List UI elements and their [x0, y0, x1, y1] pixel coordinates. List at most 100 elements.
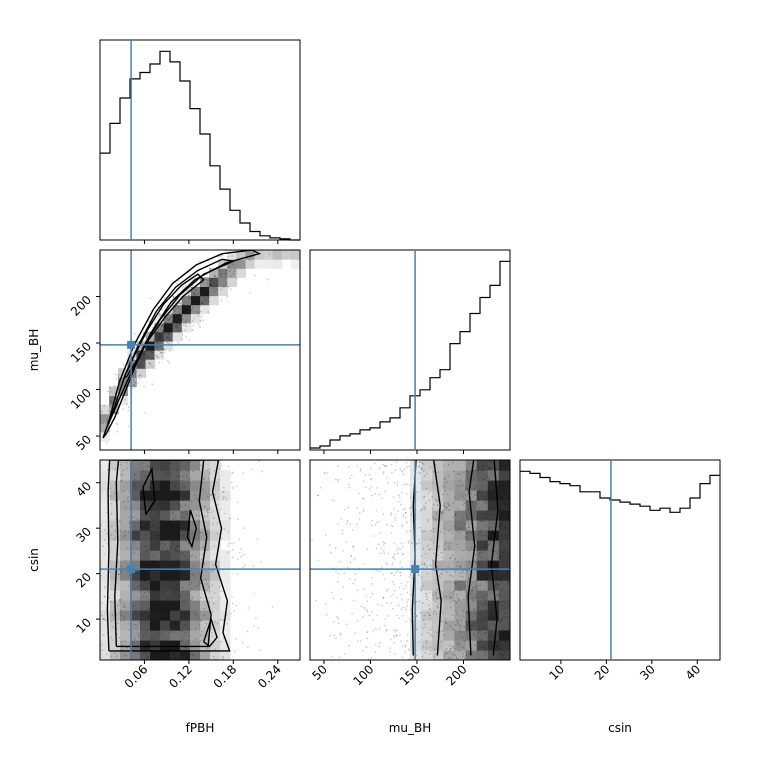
scatter-point — [114, 652, 116, 654]
scatter-point — [137, 651, 140, 653]
scatter-point — [150, 550, 153, 552]
scatter-point — [426, 598, 428, 601]
scatter-point — [181, 315, 183, 317]
scatter-point — [433, 657, 436, 659]
scatter-point — [162, 484, 165, 486]
scatter-point — [493, 616, 495, 618]
scatter-point — [195, 638, 197, 640]
scatter-point — [379, 552, 382, 555]
scatter-point — [441, 511, 444, 513]
scatter-point — [347, 566, 349, 569]
scatter-point — [440, 552, 442, 554]
scatter-point — [171, 642, 173, 644]
scatter-point — [458, 572, 461, 574]
scatter-point — [401, 470, 404, 473]
density-cell — [127, 359, 137, 369]
scatter-point — [143, 385, 145, 388]
scatter-point — [464, 626, 466, 628]
density-cell — [454, 590, 467, 601]
scatter-point — [382, 597, 385, 599]
density-cell — [476, 650, 489, 660]
density-cell — [145, 340, 156, 351]
scatter-point — [158, 335, 161, 338]
scatter-point — [156, 633, 159, 635]
scatter-point — [233, 650, 236, 653]
scatter-point — [161, 609, 163, 612]
density-cell — [140, 460, 151, 471]
density-cell — [180, 600, 191, 611]
scatter-point — [381, 497, 384, 499]
truth-marker — [411, 565, 420, 574]
scatter-point — [140, 484, 143, 487]
scatter-point — [458, 531, 460, 534]
scatter-point — [187, 294, 190, 297]
scatter-point — [176, 293, 179, 295]
scatter-point — [170, 601, 173, 603]
scatter-point — [447, 475, 450, 478]
density-cell — [172, 313, 183, 324]
scatter-point — [224, 512, 226, 515]
scatter-point — [348, 484, 350, 486]
density-cell — [120, 620, 131, 631]
scatter-point — [360, 640, 362, 642]
scatter-point — [478, 643, 480, 645]
scatter-point — [484, 631, 487, 634]
scatter-point — [456, 619, 459, 621]
scatter-point — [191, 309, 193, 312]
scatter-point — [488, 478, 490, 480]
scatter-point — [199, 620, 201, 623]
scatter-point — [178, 629, 181, 632]
scatter-point — [465, 531, 468, 533]
scatter-point — [507, 533, 510, 535]
scatter-point — [489, 466, 492, 469]
scatter-point — [390, 532, 393, 534]
density-cell — [498, 530, 510, 541]
density-cell — [421, 510, 433, 521]
scatter-point — [475, 494, 478, 496]
truth-marker — [127, 565, 136, 574]
scatter-point — [165, 322, 167, 324]
scatter-point — [179, 534, 181, 536]
density-cell — [180, 560, 191, 571]
scatter-point — [207, 495, 209, 498]
scatter-point — [166, 331, 168, 333]
scatter-point — [103, 595, 106, 598]
scatter-point — [452, 646, 455, 648]
y-axis-title-mu-bh: mu_BH — [27, 329, 41, 372]
density-cell — [443, 580, 455, 591]
scatter-point — [168, 318, 170, 321]
density-cell — [100, 610, 111, 621]
scatter-point — [401, 645, 404, 648]
scatter-point — [486, 581, 488, 583]
scatter-point — [157, 614, 159, 616]
scatter-point — [139, 621, 141, 624]
scatter-point — [241, 641, 244, 644]
scatter-point — [436, 597, 438, 599]
scatter-point — [431, 635, 433, 638]
density-cell — [130, 650, 141, 660]
scatter-point — [356, 589, 359, 592]
scatter-point — [152, 560, 154, 562]
scatter-point — [474, 622, 476, 625]
density-cell — [160, 460, 171, 471]
scatter-point — [488, 467, 491, 470]
scatter-point — [462, 495, 465, 497]
scatter-point — [103, 553, 105, 555]
scatter-point — [236, 558, 239, 560]
density-cell — [220, 570, 231, 581]
scatter-point — [474, 469, 477, 472]
scatter-point — [119, 569, 122, 572]
x-tick-label: 0.24 — [255, 662, 284, 691]
scatter-point — [405, 584, 407, 587]
scatter-point — [161, 355, 163, 358]
scatter-point — [399, 496, 401, 499]
scatter-point — [160, 337, 162, 340]
density-cell — [120, 560, 131, 571]
scatter-point — [208, 586, 210, 588]
scatter-point — [449, 625, 452, 627]
scatter-point — [196, 295, 198, 298]
scatter-point — [491, 490, 493, 493]
scatter-point — [141, 467, 143, 469]
scatter-point — [102, 634, 105, 636]
scatter-point — [493, 607, 495, 609]
